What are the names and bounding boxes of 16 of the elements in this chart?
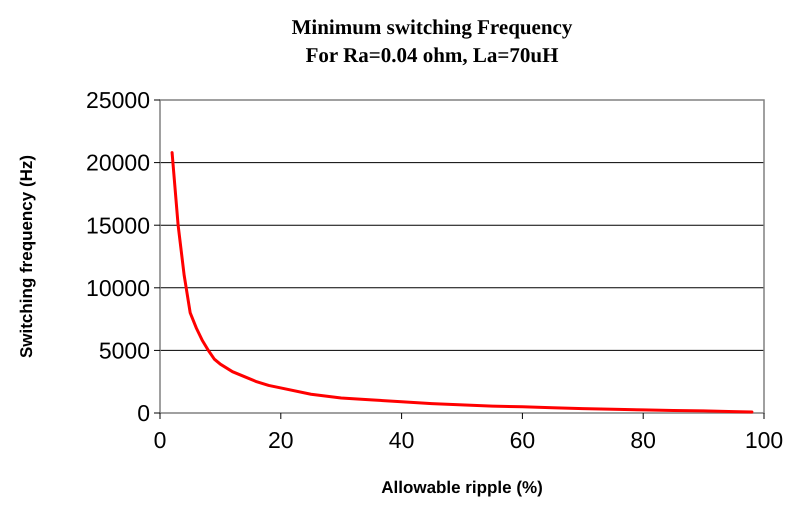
x-tick-label: 60 [510,427,536,453]
x-tick-label: 100 [744,427,784,453]
line-series [170,151,754,414]
chart-title: Minimum switching Frequency For Ra=0.04 ohm, La=70uH [292,15,573,67]
y-tick-label: 25000 [86,87,150,114]
x-tick-label: 80 [630,427,656,453]
y-tick-label: 5000 [98,337,150,364]
y-tick-label: 20000 [86,150,150,176]
x-tick-label: 40 [388,427,414,453]
x-tick-label: 0 [154,427,166,453]
y-tick-label: 15000 [86,212,150,238]
x-axis-title: Allowable ripple (%) [381,478,543,497]
x-tick-label: 20 [268,427,294,453]
y-tick-label: 10000 [86,274,150,301]
y-tick-label: 0 [137,400,150,426]
y-axis-title: Switching frequency (Hz) [17,154,36,358]
